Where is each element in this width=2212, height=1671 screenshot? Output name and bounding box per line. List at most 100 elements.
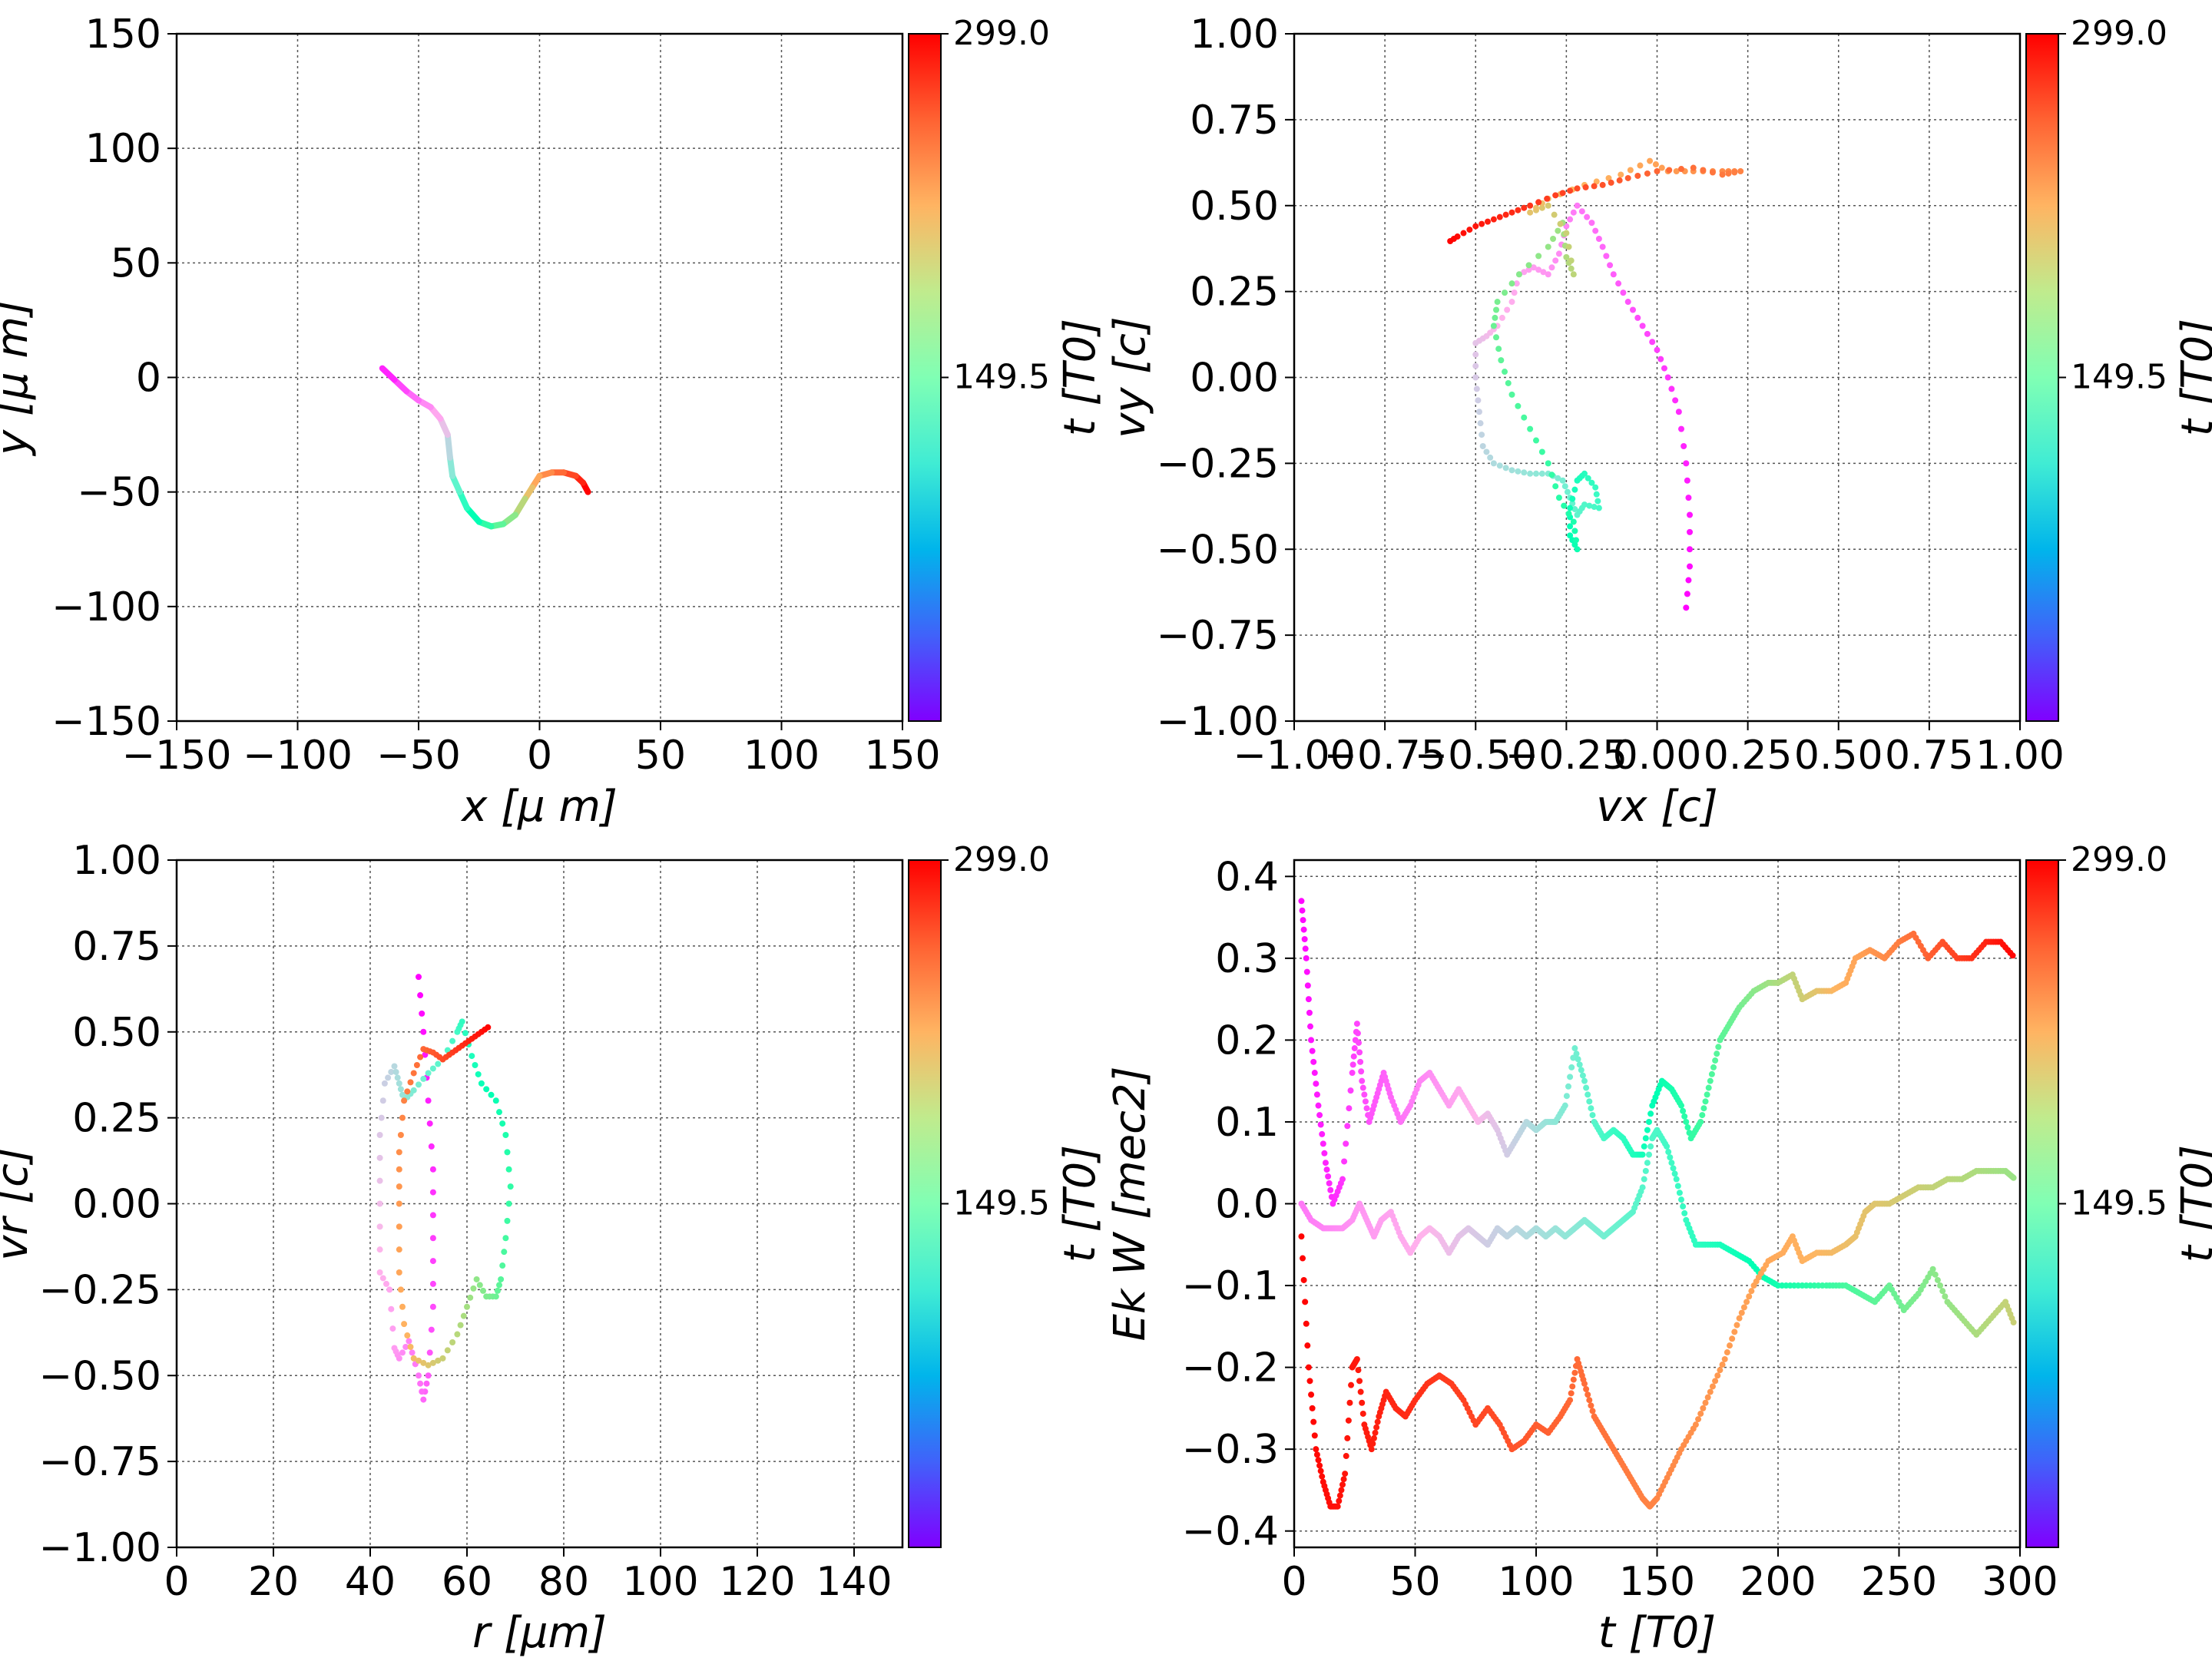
data-point [1700,1105,1707,1112]
data-point [1731,169,1738,176]
data-point [1533,470,1539,477]
data-point [396,1149,402,1156]
data-point [376,1177,383,1184]
data-point [1460,230,1467,237]
data-point [376,1223,383,1230]
data-point [1702,1098,1709,1105]
data-point [1654,346,1661,353]
plot-frame [175,32,904,723]
data-point [1570,271,1577,278]
data-point [1349,1070,1356,1077]
data-point [1697,1410,1704,1417]
data-point [1304,982,1311,989]
data-point [1315,1102,1322,1109]
data-point [429,1212,436,1219]
y-tick-label: −150 [51,699,161,745]
data-point [420,1359,427,1366]
data-point [1353,1355,1360,1362]
data-point [413,1062,420,1069]
data-point [1634,172,1641,179]
data-point [1319,1130,1326,1137]
plot-frame [175,859,904,1549]
data-point [1496,462,1503,469]
panel-rvr: 0 20 40 60 80 100 120 140 −1.00 −0.75 −0.50 −0.25 0.… [0,838,1105,1658]
data-point [1740,1304,1747,1311]
data-point [1634,314,1641,321]
data-point [429,1359,436,1366]
data-point [1603,253,1610,260]
data-point [1569,500,1576,507]
panel-xy: −150 −100 −50 0 50 100 150−150−100−50050100150… [0,12,1105,832]
y-tick-label: 0 [136,356,161,402]
data-point [1351,1045,1358,1052]
data-point [1593,178,1600,185]
data-point [1508,467,1515,474]
data-point [1502,211,1509,218]
data-point [1737,168,1744,174]
data-point [391,1345,398,1352]
colorbar [908,859,942,1548]
data-point [1574,546,1581,553]
data-point [1345,1417,1352,1424]
data-point [1525,262,1532,269]
colorbar-label: t [T0] [1055,319,1105,436]
data-point [1591,504,1598,511]
data-point [1568,257,1575,264]
data-point [1551,211,1558,218]
data-point [1664,374,1671,381]
data-point [417,1380,424,1387]
data-point [1521,204,1528,211]
data-point [1334,1503,1341,1510]
panel-vxvy: −1.00−0.75−0.50−0.250.00 0.25 0.50 0.75 1.00… [1105,12,2212,832]
data-point [1339,1176,1346,1183]
data-point [1538,470,1545,477]
data-point [1356,1049,1363,1056]
data-point [1317,1468,1324,1474]
data-point [1359,1399,1366,1406]
data-point [1354,1030,1361,1037]
data-point [1599,243,1606,250]
data-point [429,1189,436,1196]
data-point [449,1037,456,1044]
data-point [502,1132,509,1138]
data-point [1672,397,1679,404]
data-point [1538,204,1545,211]
data-point [1639,323,1646,329]
data-point [504,1217,511,1224]
y-tick-label: −0.25 [1157,441,1279,487]
data-point [1555,250,1562,257]
data-point [1344,1123,1351,1130]
data-point [1934,1276,1941,1283]
x-tick-label: 200 [1740,1559,1816,1605]
data-point [475,1070,482,1077]
x-tick-label: −50 [376,733,461,779]
data-point [1300,917,1306,924]
colorbar [908,33,942,722]
data-point [1569,1383,1576,1390]
y-tick-label: −0.25 [39,1267,161,1313]
data-point [1515,468,1522,475]
data-point [419,1010,426,1017]
x-tick-label: 140 [816,1559,892,1605]
data-point [1683,604,1690,611]
data-point [1584,1091,1591,1098]
data-point [1588,220,1595,227]
data-point [396,1269,402,1276]
data-point [1321,1150,1328,1156]
data-point [1356,1039,1362,1046]
data-point [1624,174,1631,181]
data-point [1630,306,1636,313]
data-point [1683,460,1690,467]
data-point [1678,166,1684,173]
x-axis-label: r [μm] [472,1608,607,1658]
data-point [1671,1170,1678,1177]
data-point [404,1332,411,1339]
data-point [416,1372,422,1379]
x-axis-label: t [T0] [1598,1608,1716,1658]
data-point [1372,1429,1379,1436]
data-point [1475,397,1482,404]
data-point [1605,174,1612,181]
data-point [1678,425,1684,432]
data-point [1538,448,1545,455]
data-point [470,1285,477,1292]
